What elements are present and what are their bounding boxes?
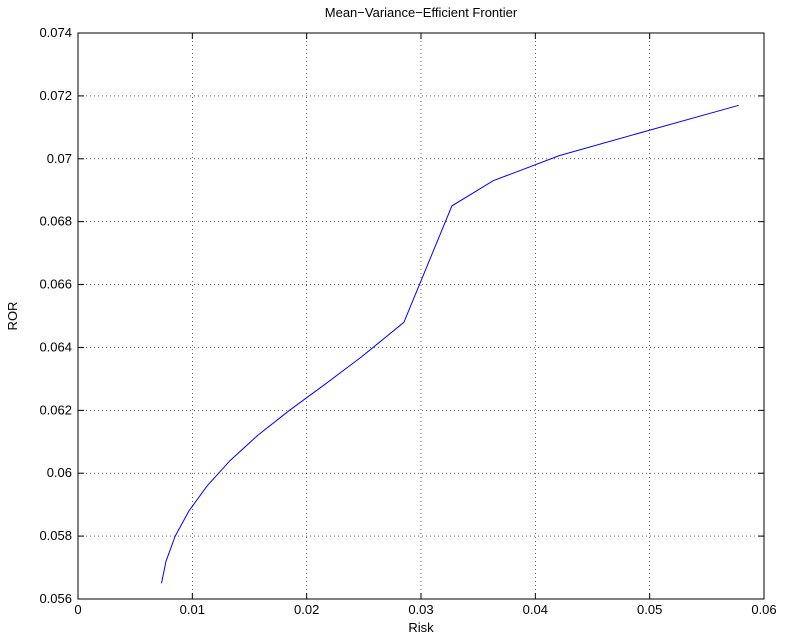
y-tick-label: 0.062 bbox=[39, 402, 72, 417]
x-tick-label: 0.06 bbox=[751, 602, 776, 617]
y-axis-label: ROR bbox=[5, 302, 20, 331]
x-tick-label: 0.04 bbox=[523, 602, 548, 617]
axes-frame bbox=[77, 32, 765, 600]
x-tick-label: 0 bbox=[74, 602, 81, 617]
plot-area bbox=[161, 104, 739, 584]
chart-title: Mean−Variance−Efficient Frontier bbox=[325, 5, 518, 20]
frontier-line bbox=[161, 104, 739, 584]
axis-ticks: 0 0.01 0.02 0.03 0.04 0.05 0.06 0.056 0.058 0.06 0… bbox=[39, 25, 776, 617]
x-tick-label: 0.03 bbox=[408, 602, 433, 617]
x-tick-label: 0.01 bbox=[180, 602, 205, 617]
x-tick-label: 0.02 bbox=[294, 602, 319, 617]
y-tick-label: 0.064 bbox=[39, 339, 72, 354]
y-tick-label: 0.074 bbox=[39, 25, 72, 40]
y-tick-label: 0.066 bbox=[39, 277, 72, 292]
y-tick-label: 0.056 bbox=[39, 591, 72, 606]
x-axis-label: Risk bbox=[408, 620, 434, 635]
y-tick-label: 0.058 bbox=[39, 528, 72, 543]
y-tick-label: 0.072 bbox=[39, 88, 72, 103]
x-tick-label: 0.05 bbox=[637, 602, 662, 617]
grid bbox=[78, 33, 764, 599]
y-tick-label: 0.06 bbox=[47, 465, 72, 480]
y-tick-label: 0.07 bbox=[47, 151, 72, 166]
y-tick-label: 0.068 bbox=[39, 214, 72, 229]
